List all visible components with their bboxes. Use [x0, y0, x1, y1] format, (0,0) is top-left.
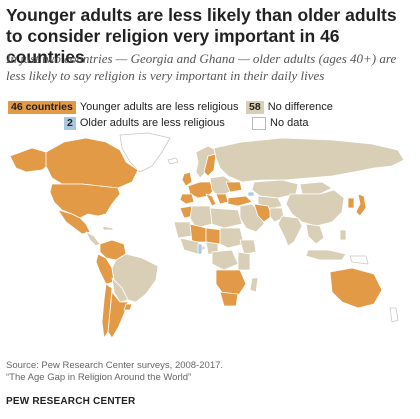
chart-subtitle: In just two countries — Georgia and Ghan… [6, 51, 397, 83]
china [285, 189, 345, 227]
uk [181, 171, 193, 187]
south-africa [219, 291, 239, 307]
argentina [107, 291, 129, 339]
georgia [247, 191, 255, 197]
legend-swatch-younger: 46 countries [8, 100, 76, 114]
ethiopia [239, 239, 257, 255]
mauritania [173, 221, 193, 239]
turkey [227, 195, 253, 207]
chart-title: Younger adults are less likely than olde… [6, 5, 397, 67]
legend-label-nodiff: No difference [267, 101, 333, 113]
legend-item-nodata: No data [252, 116, 309, 130]
peru [95, 253, 115, 285]
source-line-2: “The Age Gap in Religion Around the Worl… [6, 372, 192, 383]
korea [347, 197, 355, 209]
mongolia [299, 181, 333, 195]
legend-item-nodiff: 58 No difference [246, 100, 333, 114]
ukraine [225, 181, 243, 193]
libya-egypt [209, 207, 243, 229]
japan [355, 193, 367, 217]
source-note: Source: Pew Research Center surveys, 200… [6, 360, 223, 384]
madagascar [249, 277, 259, 293]
legend-item-younger: 46 countries Younger adults are less rel… [8, 100, 238, 114]
iran [253, 203, 273, 223]
bolivia [111, 277, 129, 303]
new-guinea [349, 255, 369, 265]
ghana [197, 243, 203, 255]
legend-swatch-nodiff: 58 [246, 100, 264, 114]
chad-sudan [219, 227, 245, 249]
central-africa [211, 249, 239, 271]
publisher-credit: PEW RESEARCH CENTER [6, 396, 136, 407]
legend-swatch-older: 2 [64, 116, 76, 130]
legend-label-older: Older adults are less religious [79, 117, 225, 129]
legend-label-nodata: No data [270, 117, 309, 129]
uruguay [123, 303, 133, 311]
iberia [179, 193, 195, 205]
east-africa [237, 251, 251, 271]
russia [213, 137, 405, 183]
brazil [111, 253, 159, 303]
iceland [167, 157, 179, 165]
balkans [215, 193, 229, 205]
map-legend: 46 countries Younger adults are less rel… [8, 98, 408, 132]
kazakhstan [251, 179, 299, 199]
legend-swatch-nodata [252, 116, 266, 130]
world-map [9, 132, 405, 339]
new-zealand [389, 307, 399, 323]
sweden-norway [203, 153, 217, 177]
caribbean [101, 225, 115, 231]
source-line-1: Source: Pew Research Center surveys, 200… [6, 360, 224, 371]
mali [189, 223, 207, 243]
italy [205, 193, 217, 207]
indonesia [305, 249, 347, 261]
greenland [119, 132, 171, 173]
united-states [49, 183, 121, 219]
india [277, 215, 303, 247]
canada [45, 137, 139, 189]
philippines [339, 229, 347, 241]
mexico [57, 209, 91, 235]
legend-label-younger: Younger adults are less religious [79, 101, 239, 113]
central-america [85, 231, 101, 247]
australia [329, 267, 383, 309]
southeast-asia [305, 223, 325, 245]
legend-item-older: 2 Older adults are less religious [64, 116, 225, 130]
algeria [189, 205, 213, 229]
